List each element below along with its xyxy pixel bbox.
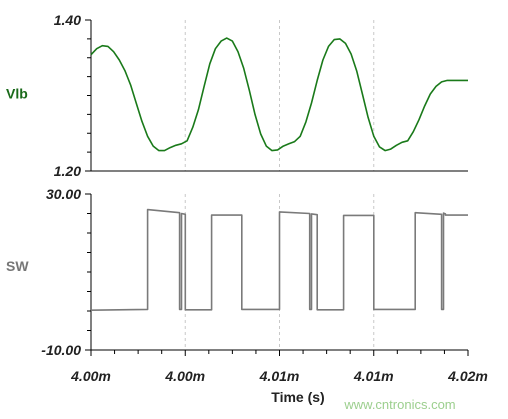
vlb-y-tick-label-max: 1.40 [54,12,81,28]
vlb-series-line [90,37,468,152]
x-tick-label: 4.02m [447,368,488,384]
x-axis-title: Time (s) [271,389,324,405]
x-axis: 4.00m 4.00m 4.01m 4.01m 4.02m [70,350,488,384]
sw-y-tick-label-max: 30.00 [46,186,81,202]
vlb-y-tick-label-min: 1.20 [54,163,81,179]
sw-series-line [90,208,468,311]
x-tick-label: 4.01m [353,368,394,384]
sw-axis-title: SW [6,258,29,274]
sw-y-tick-label-min: -10.00 [41,342,81,358]
vlb-plot: 1.40 1.20 Vlb [6,12,468,179]
x-tick-label: 4.00m [70,368,111,384]
x-tick-label: 4.00m [164,368,205,384]
watermark: www.cntronics.com [343,397,455,412]
vlb-axis-title: Vlb [6,86,28,102]
x-tick-label: 4.01m [259,368,300,384]
